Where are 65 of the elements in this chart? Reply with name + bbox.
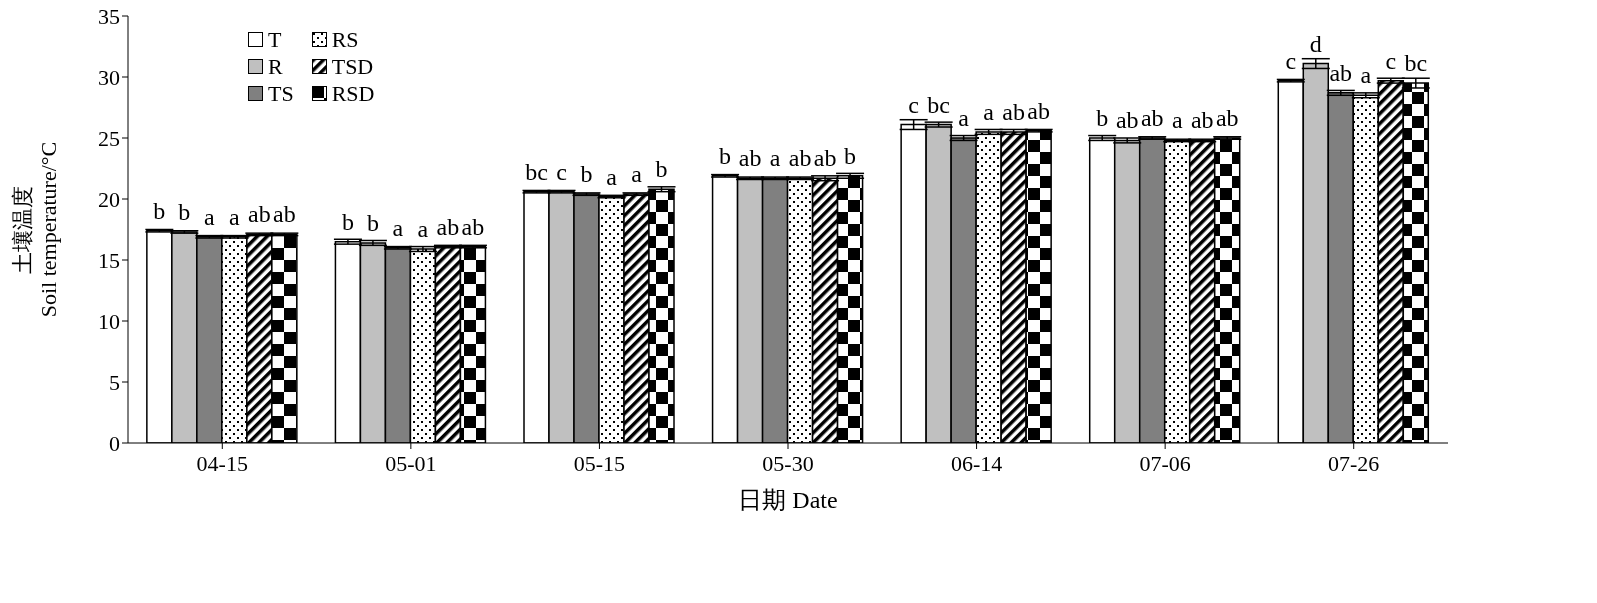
data-label: b: [366, 209, 379, 236]
data-label: ab: [738, 145, 762, 172]
legend-label: R: [268, 53, 283, 80]
data-label: bc: [1404, 50, 1428, 77]
x-axis-title: 日期 Date: [738, 487, 838, 514]
y-tick-label: 35: [98, 3, 120, 29]
data-label: c: [908, 91, 919, 118]
data-label: a: [1171, 107, 1183, 134]
data-label: a: [958, 105, 970, 131]
legend-label: T: [268, 26, 282, 53]
data-label: a: [1360, 62, 1372, 89]
data-label: ab: [1002, 98, 1025, 125]
data-label: ab: [1140, 105, 1164, 131]
data-label: ab: [248, 201, 271, 228]
y-tick-label: 25: [98, 125, 120, 151]
data-label: b: [153, 197, 166, 224]
data-label: a: [417, 216, 429, 243]
legend-label: TSD: [331, 53, 374, 80]
data-label: b: [655, 156, 668, 183]
data-label: ab: [813, 145, 837, 172]
data-label: ab: [1115, 107, 1139, 134]
y-tick-label: 0: [109, 430, 120, 456]
x-tick-label: 05-30: [762, 450, 814, 476]
x-tick-label: 06-14: [950, 450, 1003, 476]
data-label: c: [1385, 47, 1397, 74]
y-tick-label: 10: [98, 308, 120, 334]
data-label: ab: [788, 145, 812, 172]
x-tick-label: 05-15: [573, 450, 626, 476]
x-tick-label: 07-26: [1328, 450, 1380, 476]
y-axis-title: 土壤温度 Soil temperature/°C: [10, 141, 61, 318]
data-label: ab: [461, 213, 485, 240]
data-label: ab: [1190, 107, 1214, 134]
legend-label: RS: [331, 26, 359, 53]
data-label: ab: [1027, 97, 1050, 124]
y-tick-label: 5: [109, 369, 120, 395]
data-label: b: [719, 142, 732, 169]
legend-label: TS: [268, 80, 294, 107]
data-label: a: [204, 203, 216, 230]
x-tick-label: 07-06: [1139, 450, 1191, 476]
data-label: a: [769, 145, 781, 172]
data-label: bc: [525, 158, 548, 185]
data-label: ab: [273, 201, 296, 228]
data-label: a: [229, 203, 241, 230]
x-tick-label: 05-01: [385, 450, 437, 476]
legend-label: RSD: [331, 80, 375, 107]
data-label: a: [392, 214, 404, 241]
data-label: ab: [1215, 105, 1239, 131]
data-label: b: [341, 208, 354, 235]
y-tick-label: 15: [98, 247, 120, 273]
data-label: bc: [927, 91, 950, 118]
data-label: a: [606, 163, 618, 190]
data-label: b: [844, 142, 857, 169]
y-tick-label: 30: [98, 64, 120, 90]
y-tick-label: 20: [98, 186, 120, 212]
data-label: ab: [1329, 59, 1353, 86]
data-label: b: [580, 161, 593, 188]
data-label: ab: [436, 213, 460, 240]
data-label: b: [178, 198, 191, 225]
data-label: a: [631, 161, 643, 188]
data-label: b: [1096, 105, 1109, 131]
data-label: d: [1309, 30, 1322, 57]
x-tick-label: 04-15: [196, 450, 248, 476]
data-label: a: [983, 98, 995, 125]
data-label: c: [556, 158, 567, 185]
data-label: c: [1285, 47, 1297, 74]
